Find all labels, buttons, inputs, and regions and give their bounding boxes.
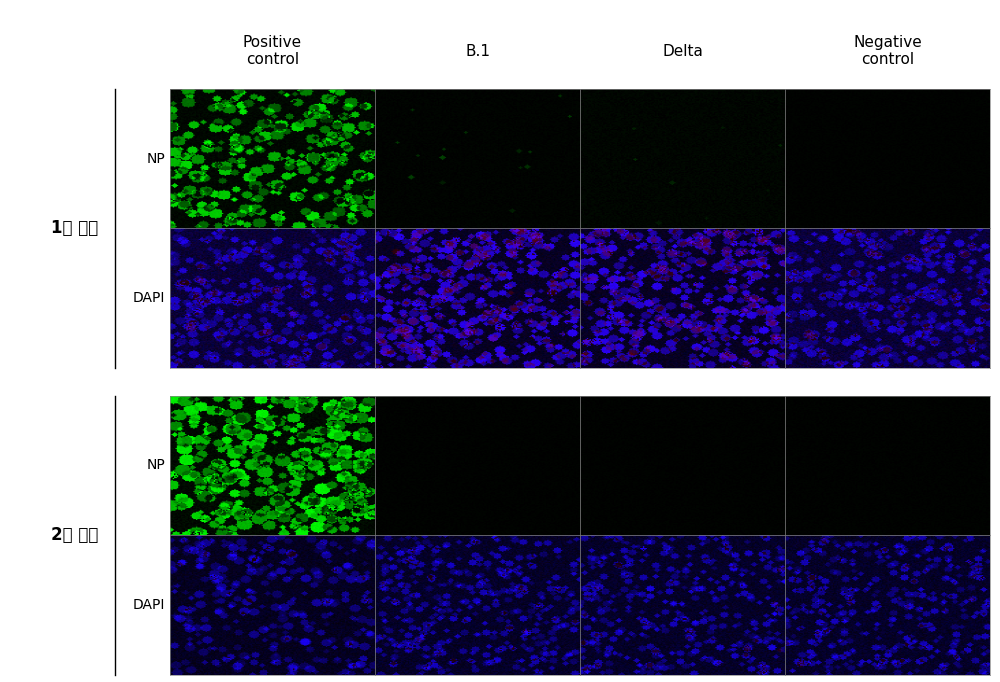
Text: B.1: B.1 [465,44,490,59]
Text: Positive
control: Positive control [243,35,302,68]
Text: NP: NP [146,458,165,473]
Text: Delta: Delta [662,44,703,59]
Text: 2차 배양: 2차 배양 [51,527,99,544]
Text: NP: NP [146,151,165,166]
Text: 1차 배양: 1차 배양 [51,220,99,237]
Text: Negative
control: Negative control [853,35,922,68]
Text: DAPI: DAPI [133,598,165,612]
Text: DAPI: DAPI [133,291,165,306]
